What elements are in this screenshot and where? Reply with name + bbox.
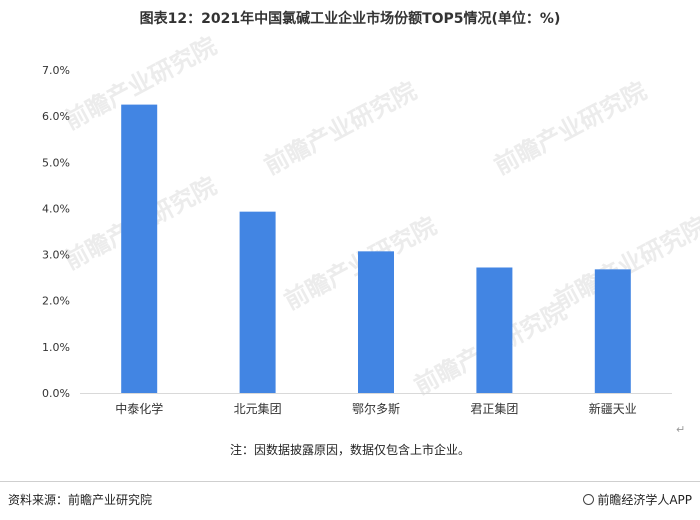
chart-title: 图表12：2021年中国氯碱工业企业市场份额TOP5情况(单位：%) <box>139 11 561 27</box>
y-tick-label: 5.0% <box>42 156 70 169</box>
brand-logo-icon <box>583 494 595 505</box>
bar-chart: 前瞻产业研究院前瞻产业研究院前瞻产业研究院前瞻产业研究院前瞻产业研究院前瞻产业研… <box>42 32 700 416</box>
x-tick-label: 中泰化学 <box>115 401 163 416</box>
x-tick-label: 鄂尔多斯 <box>352 401 400 416</box>
x-tick-label: 新疆天业 <box>589 401 637 416</box>
y-tick-label: 4.0% <box>42 202 70 215</box>
brand: 前瞻经济学人APP <box>583 491 692 508</box>
watermark-text: 前瞻产业研究院 <box>490 77 651 181</box>
brand-text: 前瞻经济学人APP <box>597 493 692 507</box>
x-tick-label: 君正集团 <box>470 401 518 416</box>
bars-group <box>121 104 631 393</box>
y-tick-label: 6.0% <box>42 110 70 123</box>
y-tick-label: 3.0% <box>42 249 70 262</box>
watermark-text: 前瞻产业研究院 <box>260 77 421 181</box>
bar-北元集团 <box>239 211 276 393</box>
y-tick-label: 7.0% <box>42 64 70 77</box>
bar-君正集团 <box>476 267 513 393</box>
chart-note: 注：因数据披露原因，数据仅包含上市企业。 <box>229 443 470 457</box>
x-tick-label: 北元集团 <box>234 401 282 416</box>
bar-新疆天业 <box>594 269 631 393</box>
y-tick-label: 2.0% <box>42 295 70 308</box>
x-axis: 中泰化学 北元集团 鄂尔多斯 君正集团 新疆天业 <box>115 401 637 416</box>
y-tick-label: 0.0% <box>42 387 70 400</box>
footer-divider <box>0 481 700 482</box>
return-mark-icon: ↵ <box>676 423 686 436</box>
source-text: 资料来源：前瞻产业研究院 <box>8 493 153 507</box>
bar-鄂尔多斯 <box>358 251 394 393</box>
y-tick-label: 1.0% <box>42 341 70 354</box>
y-axis: 0.0% 1.0% 2.0% 3.0% 4.0% 5.0% 6.0% 7.0% <box>42 64 70 400</box>
bar-中泰化学 <box>121 104 158 393</box>
